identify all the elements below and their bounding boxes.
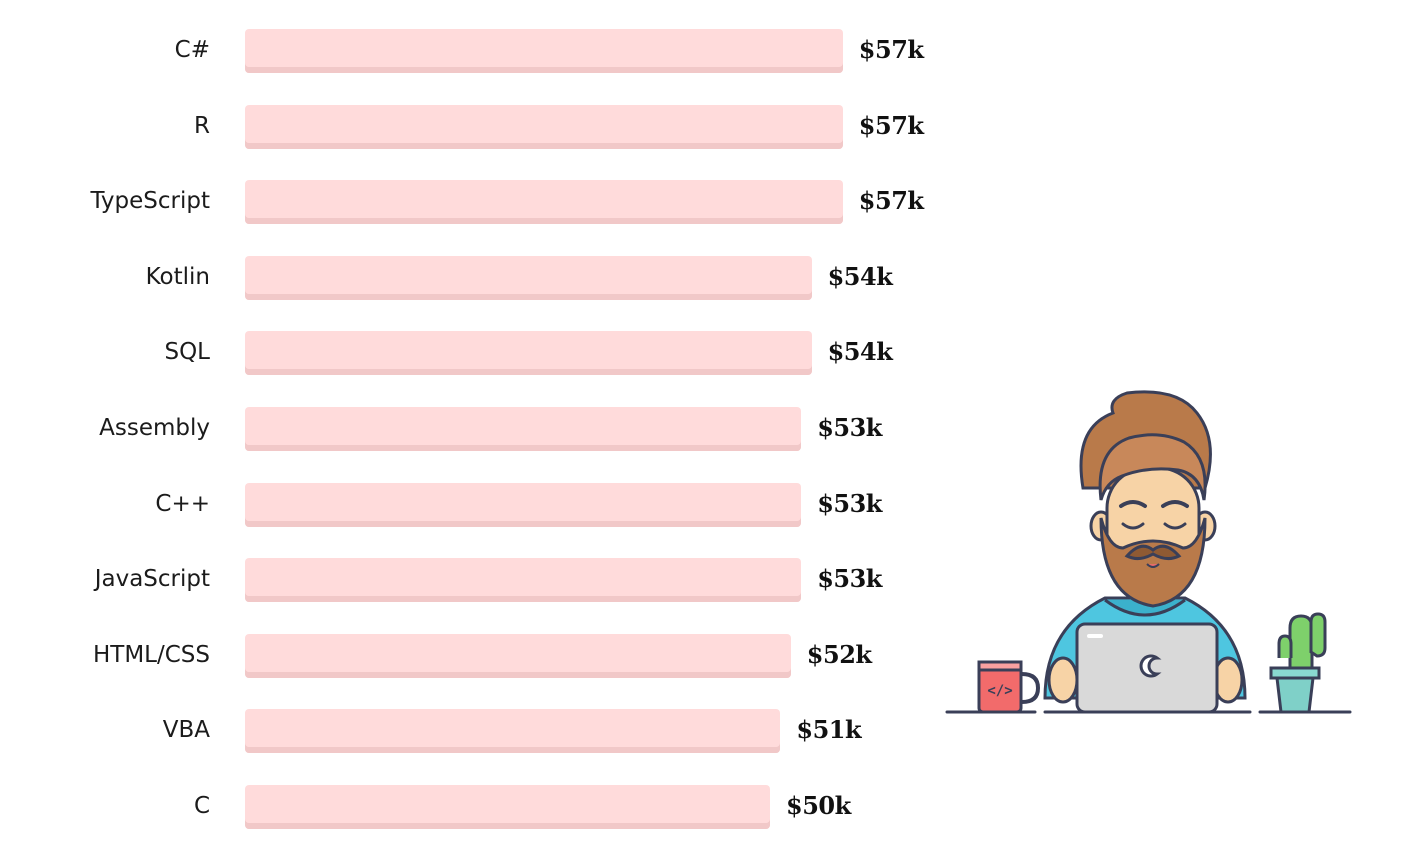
salary-bar (245, 255, 812, 300)
category-label: Kotlin (145, 263, 210, 290)
category-label: JavaScript (94, 566, 210, 593)
value-label: $53k (817, 413, 882, 442)
category-label: TypeScript (90, 188, 210, 215)
value-label: $57k (858, 186, 924, 216)
developer-head (1079, 390, 1217, 608)
category-label: Assembly (99, 415, 210, 441)
value-label: $54k (827, 261, 893, 291)
cactus-plant-icon (1269, 612, 1327, 714)
salary-bar (245, 180, 843, 225)
category-label: C# (174, 37, 210, 63)
value-label: $51k (796, 715, 862, 745)
salary-bar (245, 785, 770, 829)
mug-label: </> (987, 683, 1012, 699)
value-label: $53k (817, 488, 882, 518)
developer-illustration: </> (945, 390, 1352, 714)
mug-icon: </> (977, 660, 1041, 714)
category-label: R (194, 112, 210, 139)
category-label: SQL (164, 339, 210, 366)
category-label: C++ (155, 490, 210, 517)
salary-bar (245, 331, 812, 376)
salary-bar (245, 633, 791, 678)
salary-bar (245, 482, 802, 527)
salary-bar (245, 558, 802, 603)
value-label: $53k (817, 564, 882, 594)
laptop-icon (1075, 622, 1219, 714)
salary-bar (245, 709, 781, 754)
salary-bar (245, 29, 843, 73)
value-label: $52k (806, 639, 872, 669)
category-label: VBA (162, 717, 210, 744)
salary-bar (245, 104, 843, 149)
value-label: $57k (858, 35, 924, 64)
salary-bar (245, 407, 802, 451)
value-label: $50k (786, 791, 851, 820)
category-label: C (193, 793, 210, 819)
salary-bar-chart: C# $57k R $57k TypeScript $57k Kotlin $54k SQL $5… (90, 29, 924, 829)
value-label: $57k (858, 110, 924, 140)
value-label: $54k (827, 337, 893, 367)
category-label: HTML/CSS (92, 641, 210, 668)
